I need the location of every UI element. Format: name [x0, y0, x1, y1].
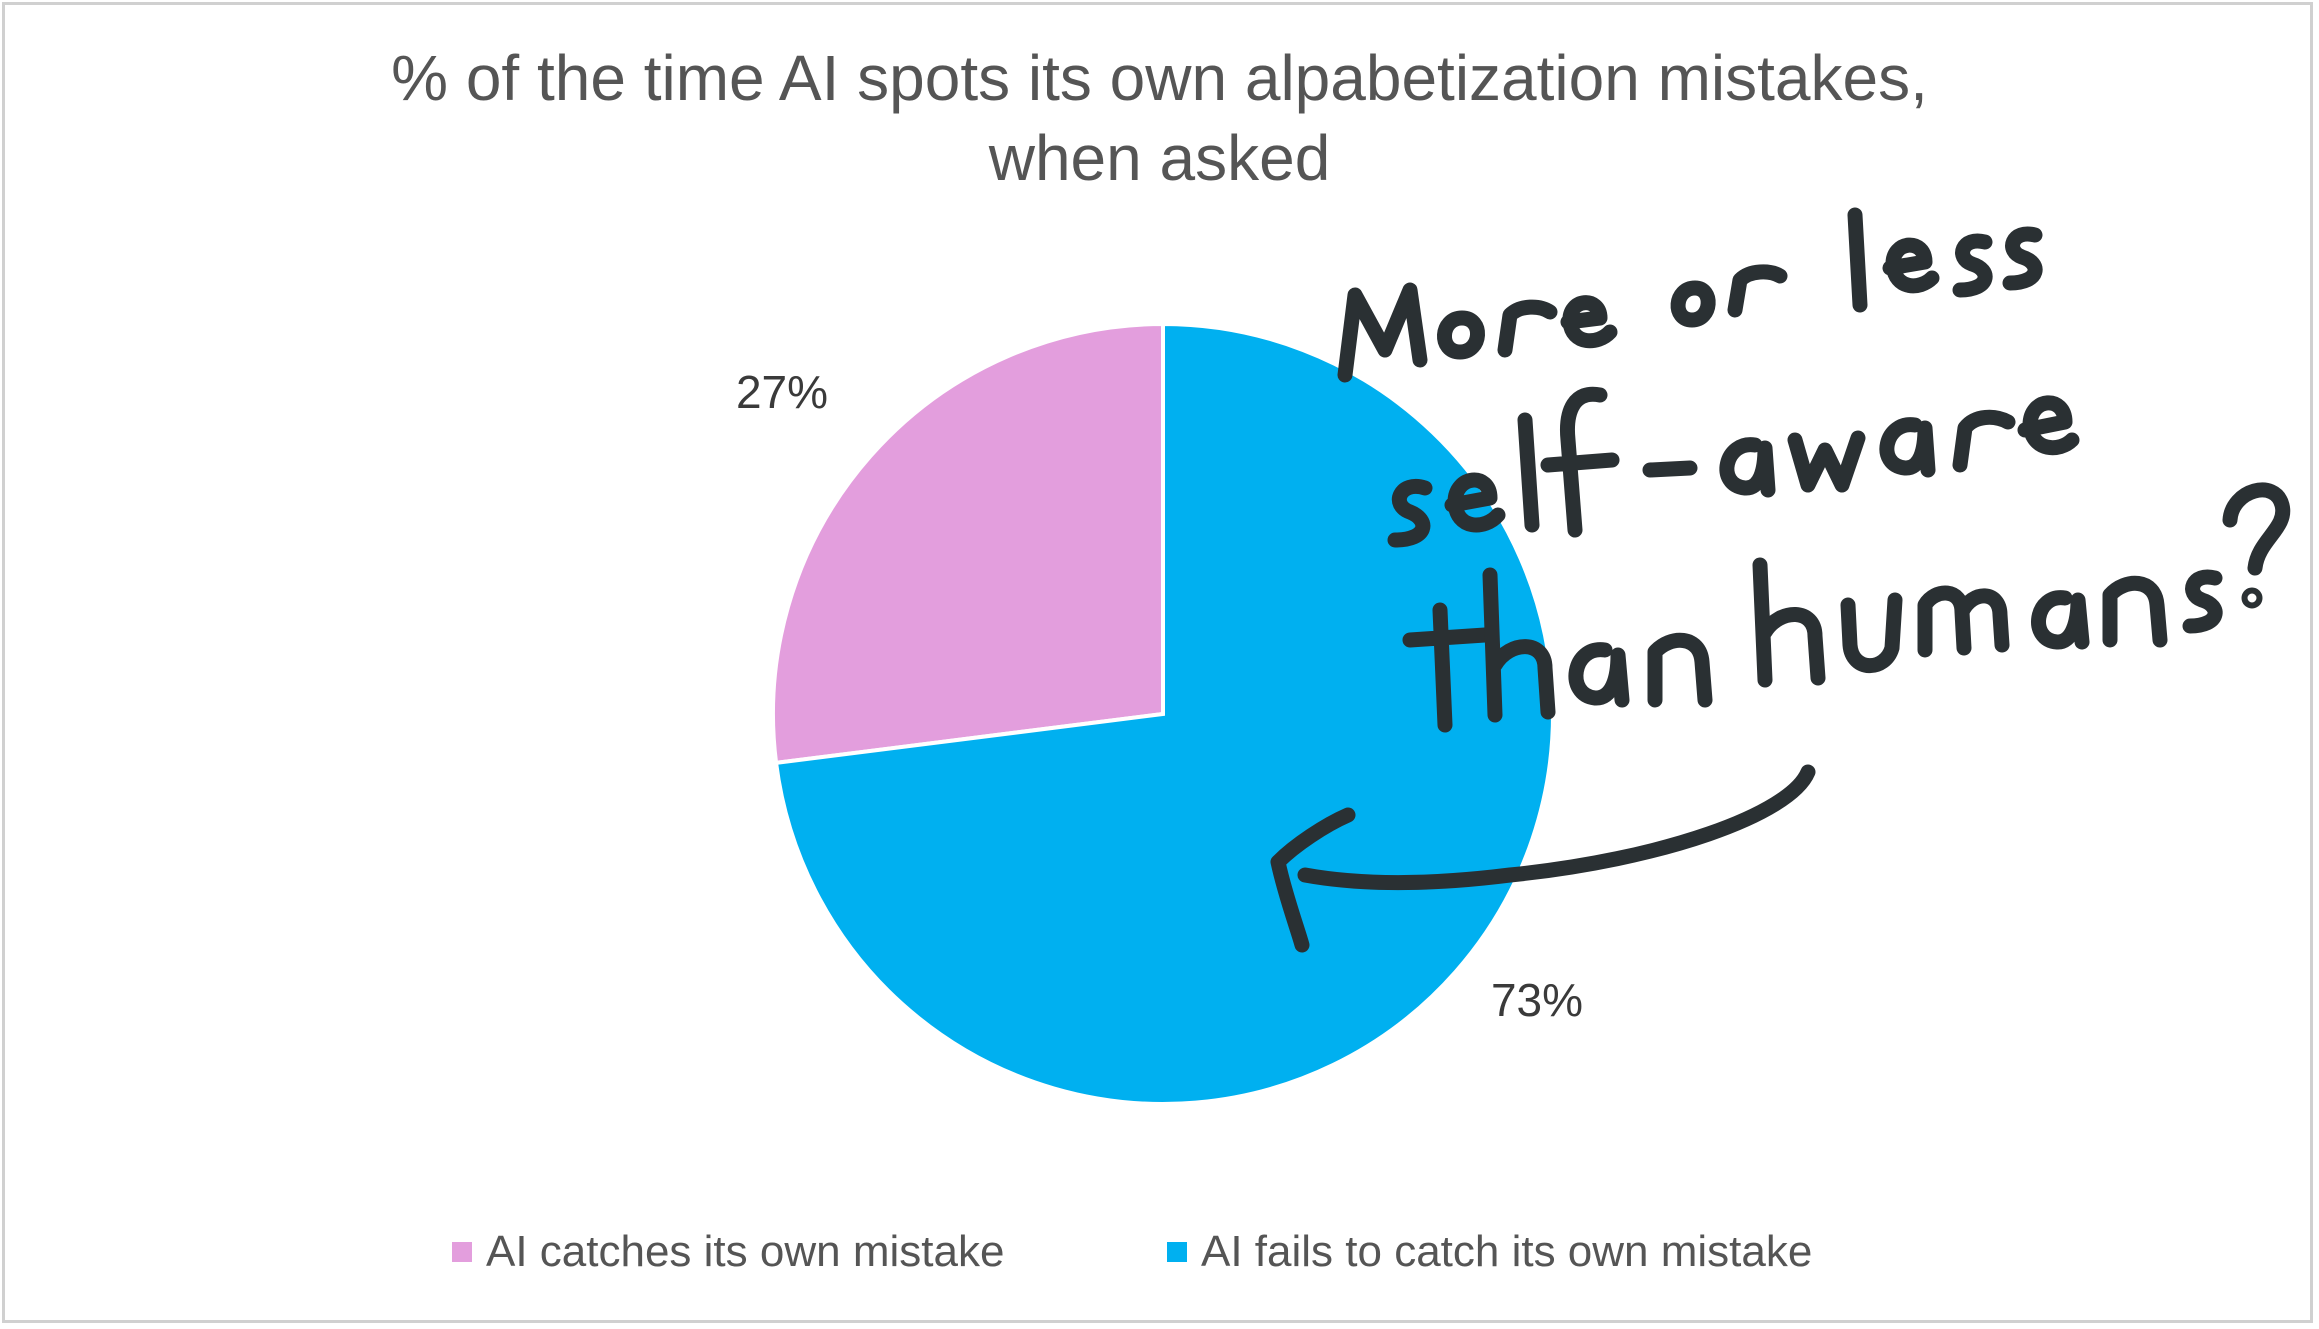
- legend-swatch-pink: [452, 1242, 472, 1262]
- chart-title: % of the time AI spots its own alpabetiz…: [0, 38, 2319, 198]
- legend-item-fails: AI fails to catch its own mistake: [1167, 1222, 1812, 1282]
- annotation-line-than-humans: [1402, 482, 2291, 733]
- legend-label-catches: AI catches its own mistake: [486, 1227, 1005, 1276]
- pie-slice-catches: [771, 321, 1165, 766]
- annotation-line-self-aware: [1387, 386, 2080, 548]
- legend-swatch-blue: [1167, 1242, 1187, 1262]
- legend-label-fails: AI fails to catch its own mistake: [1201, 1227, 1813, 1276]
- chart-title-line-2: when asked: [988, 122, 1331, 194]
- data-label-catches: 27%: [736, 366, 828, 418]
- annotation-arrow: [1270, 764, 1816, 953]
- pie-slices: [771, 321, 1555, 1106]
- chart-title-line-1: % of the time AI spots its own alpabetiz…: [391, 42, 1928, 114]
- data-label-fails: 73%: [1491, 974, 1583, 1026]
- legend-item-catches: AI catches its own mistake: [452, 1222, 1004, 1282]
- pie-slice-fails: [773, 321, 1555, 1106]
- pie-data-labels: 27% 73%: [736, 366, 1583, 1026]
- annotation-line-more-or-less: [1337, 207, 2043, 383]
- handwritten-annotation: [1270, 207, 2291, 953]
- chart-legend: AI catches its own mistake AI fails to c…: [0, 1222, 2319, 1282]
